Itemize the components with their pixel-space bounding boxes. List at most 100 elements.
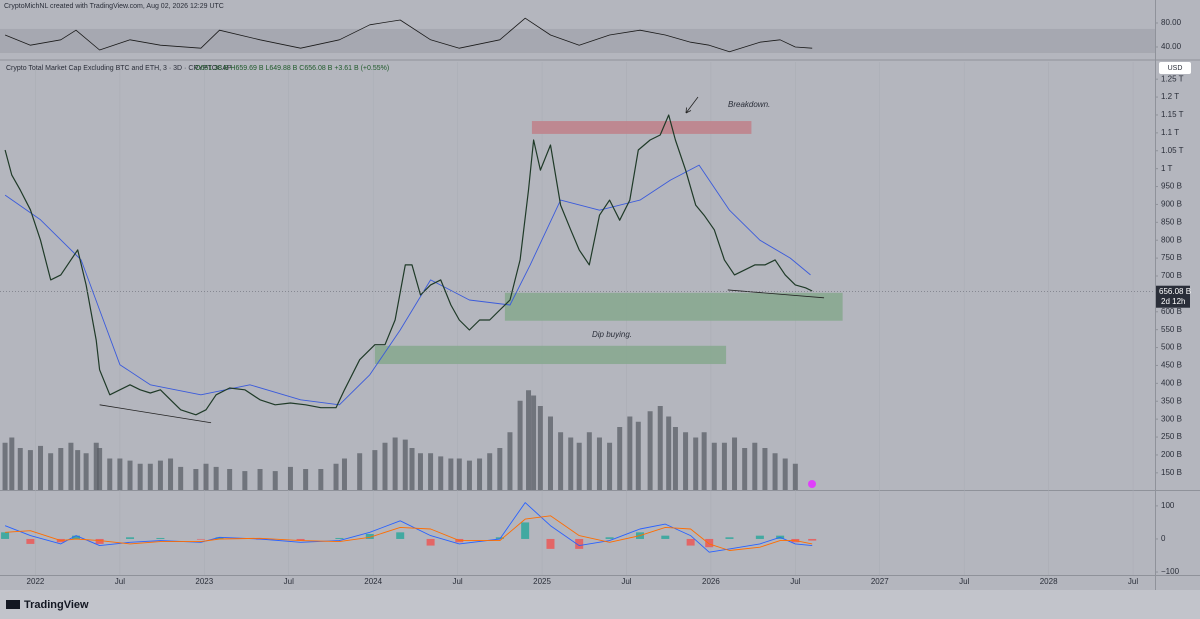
currency-box[interactable]	[1159, 62, 1191, 74]
volume-bar	[701, 432, 707, 490]
currency[interactable]: USD	[1168, 65, 1183, 72]
y-tick-label: 300 B	[1161, 414, 1182, 423]
volume-bar	[333, 463, 339, 490]
macd-histogram-bar	[1, 532, 10, 539]
macd-histogram-bar	[661, 535, 670, 539]
volume-bar	[48, 453, 54, 490]
volume-bar	[693, 437, 699, 490]
volume-bar	[9, 437, 15, 490]
volume-bar	[657, 406, 663, 490]
last-price-box	[1156, 285, 1190, 308]
y-tick-label: 900 B	[1161, 200, 1182, 209]
macd-tick-label: 100	[1161, 501, 1175, 510]
volume-bar	[93, 442, 99, 490]
y-tick-label: 350 B	[1161, 396, 1182, 405]
volume-bar	[507, 432, 513, 490]
rsi-tick-label: 40.00	[1161, 42, 1182, 51]
volume-bar	[168, 458, 174, 490]
y-tick-label: 400 B	[1161, 378, 1182, 387]
volume-bar	[17, 448, 23, 490]
macd-line	[4, 502, 813, 553]
volume-bar	[127, 460, 133, 490]
volume-bar	[409, 448, 415, 490]
volume-bar	[27, 450, 33, 490]
ohlc: O651.38 B H659.69 B L649.88 B C656.08 B …	[195, 65, 389, 72]
macd-histogram-bar	[95, 538, 104, 544]
volume-bar	[257, 469, 263, 490]
volume-bar	[627, 416, 633, 490]
macd-histogram-bar	[755, 535, 764, 539]
volume-bar	[487, 453, 493, 490]
volume-bar	[2, 442, 8, 490]
volume-bar	[58, 448, 64, 490]
volume-bar	[438, 456, 444, 490]
macd-histogram-bar	[296, 538, 305, 541]
volume-bar	[157, 460, 163, 490]
event-marker[interactable]	[808, 480, 816, 488]
y-tick-label: 150 B	[1161, 468, 1182, 477]
y-tick-label: 600 B	[1161, 307, 1182, 316]
volume-bar	[213, 466, 219, 490]
volume-bar	[497, 448, 503, 490]
zone	[374, 345, 727, 365]
volume-bar	[635, 421, 641, 490]
logo-mark	[6, 600, 20, 609]
volume-bar	[683, 432, 689, 490]
macd-histogram-bar	[335, 537, 344, 539]
y-tick-label: 450 B	[1161, 361, 1182, 370]
logo: TradingView	[24, 599, 89, 611]
volume-bar	[466, 460, 472, 490]
volume-bar	[372, 450, 378, 490]
volume-bar	[526, 390, 532, 490]
volume-bar	[318, 469, 324, 490]
volume-bar	[75, 450, 81, 490]
volume-bar	[792, 463, 798, 490]
rsi-line	[4, 17, 813, 53]
volume-bar	[537, 406, 543, 490]
volume-bar	[428, 453, 434, 490]
macd-histogram-bar	[808, 538, 817, 541]
macd-histogram-bar	[396, 532, 405, 539]
volume-bar	[607, 442, 613, 490]
volume-bar	[711, 442, 717, 490]
macd-histogram-bar	[26, 538, 35, 544]
macd-histogram-bar	[71, 535, 80, 539]
macd-histogram-bar	[521, 522, 530, 539]
macd-histogram-bar	[705, 538, 714, 548]
volume-bar	[392, 437, 398, 490]
trendline	[99, 404, 212, 424]
x-tick-label: Jul	[1128, 577, 1138, 586]
volume-bar	[617, 427, 623, 490]
volume-bar	[576, 442, 582, 490]
macd-histogram-bar	[725, 537, 734, 539]
y-tick-label: 1.25 T	[1161, 74, 1184, 83]
volume-bar	[193, 469, 199, 490]
x-tick-label: Jul	[284, 577, 294, 586]
volume-bar	[341, 458, 347, 490]
volume-bar	[97, 448, 103, 490]
volume-bar	[402, 439, 408, 490]
credit: CryptoMichNL created with TradingView.co…	[4, 3, 224, 10]
y-tick-label: 700 B	[1161, 271, 1182, 280]
volume-bar	[448, 458, 454, 490]
macd-tick-label: 0	[1161, 534, 1166, 543]
y-tick-label: 200 B	[1161, 450, 1182, 459]
trendline	[727, 289, 825, 299]
macd-histogram-bar	[365, 533, 374, 539]
zone	[504, 292, 843, 321]
y-tick-label: 250 B	[1161, 432, 1182, 441]
volume-bar	[227, 469, 233, 490]
y-tick-label: 1.15 T	[1161, 110, 1184, 119]
arrow-head	[685, 107, 692, 114]
y-tick-label: 850 B	[1161, 217, 1182, 226]
x-tick-label: 2023	[195, 577, 213, 586]
macd-histogram-bar	[215, 537, 224, 539]
volume-bar	[417, 453, 423, 490]
volume-bar	[732, 437, 738, 490]
volume-bar	[68, 442, 74, 490]
volume-bar	[38, 445, 44, 490]
annotation: Breakdown.	[728, 100, 770, 109]
volume-bar	[107, 458, 113, 490]
